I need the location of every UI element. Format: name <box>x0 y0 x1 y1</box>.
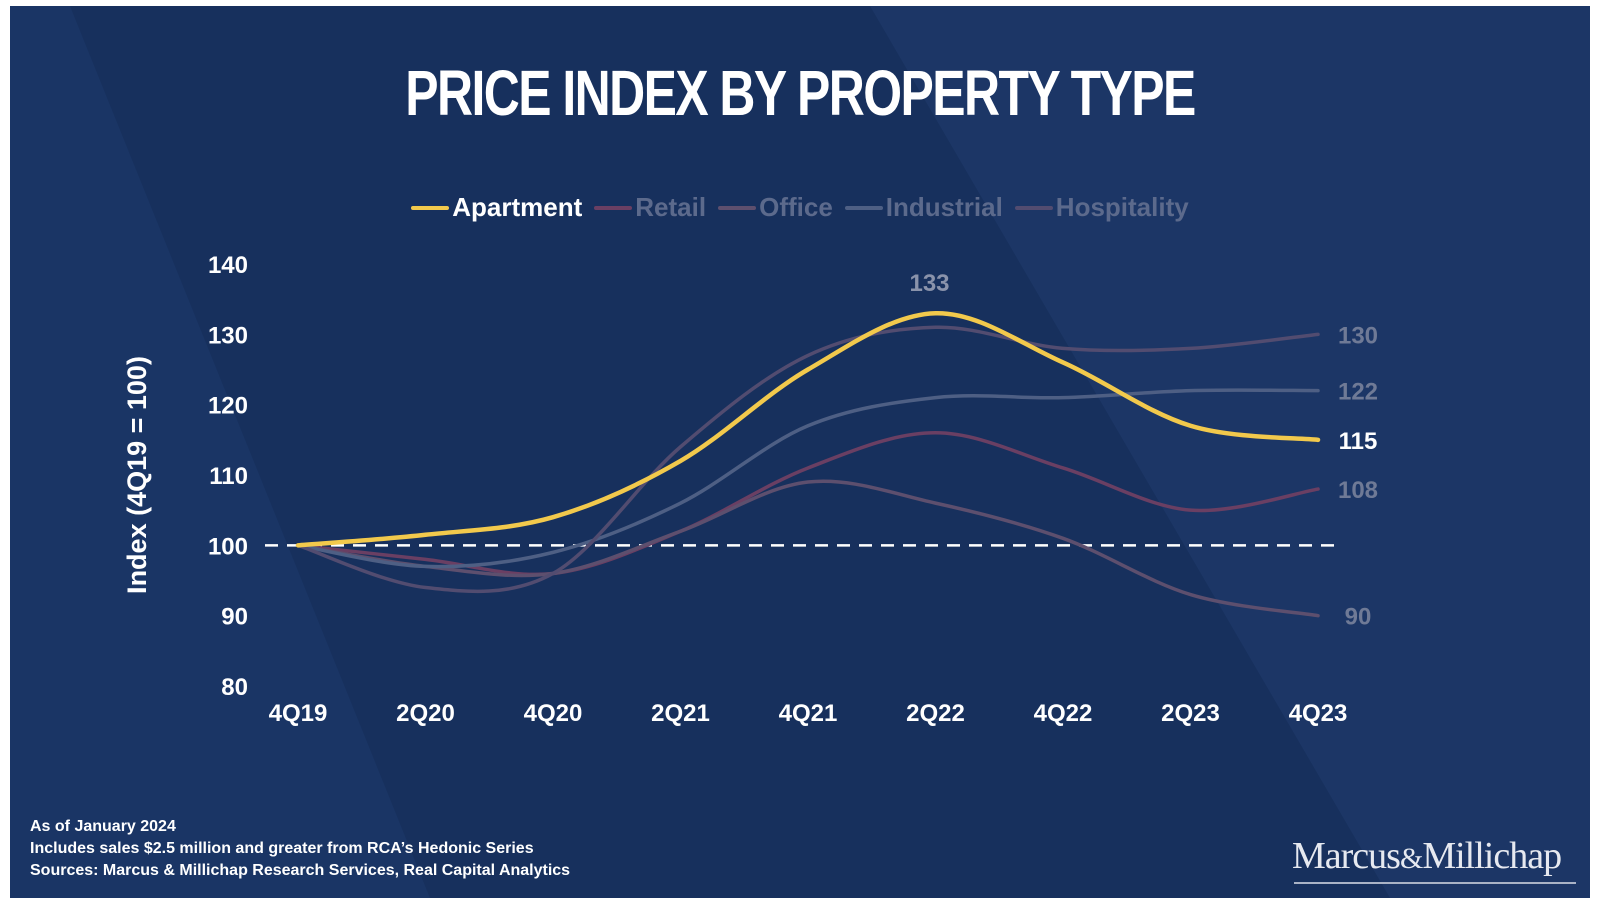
x-tick-label-4Q19: 4Q19 <box>269 700 328 727</box>
legend-label-hospitality: Hospitality <box>1055 192 1189 222</box>
x-tick-label-2Q22: 2Q22 <box>906 700 965 727</box>
y-tick-label-100: 100 <box>208 533 248 560</box>
legend-item-retail: Retail <box>594 192 706 223</box>
series-line-apartment <box>295 310 1321 548</box>
plot-area: Index (4Q19 = 100) 80 90 100 110 120 130 140 4Q1… <box>122 252 1378 727</box>
brand-logo-part1: Marcus <box>1292 835 1401 877</box>
legend-swatch-hospitality <box>1014 205 1053 210</box>
end-label-retail: 108 <box>1338 477 1378 504</box>
x-tick-label-2Q20: 2Q20 <box>396 700 455 727</box>
legend-swatch-industrial <box>844 205 883 210</box>
footnote-date: As of January 2024 <box>30 818 176 835</box>
series-line-office <box>296 479 1320 618</box>
x-tick-label-4Q21: 4Q21 <box>779 700 838 727</box>
brand-logo-underline <box>1294 882 1576 884</box>
x-tick-label-4Q22: 4Q22 <box>1034 700 1093 727</box>
y-axis-title: Index (4Q19 = 100) <box>122 356 152 594</box>
background-band-left <box>10 6 430 898</box>
series-line-hospitality <box>296 325 1320 594</box>
background-decoration <box>10 6 1590 898</box>
end-label-office: 90 <box>1345 604 1372 631</box>
legend-item-hospitality: Hospitality <box>1014 192 1189 223</box>
legend-swatch-retail <box>594 205 633 210</box>
brand-logo: Marcus&Millichap <box>1292 834 1562 878</box>
brand-logo-part2: Millichap <box>1422 835 1562 877</box>
x-tick-label-4Q20: 4Q20 <box>524 700 583 727</box>
legend-item-office: Office <box>718 192 833 223</box>
legend-label-retail: Retail <box>635 192 707 222</box>
series-line-retail <box>296 431 1320 577</box>
brand-logo-amp: & <box>1399 842 1423 875</box>
footnote-criteria: Includes sales $2.5 million and greater … <box>30 840 534 857</box>
chart-title: PRICE INDEX BY PROPERTY TYPE <box>405 57 1196 129</box>
x-tick-label-2Q21: 2Q21 <box>651 700 710 727</box>
legend-label-office: Office <box>759 192 833 222</box>
legend-swatch-apartment <box>411 205 450 210</box>
legend-item-industrial: Industrial <box>844 192 1003 223</box>
legend: Apartment Retail Office Industrial Hospitali… <box>10 192 1590 223</box>
x-tick-label-2Q23: 2Q23 <box>1161 700 1220 727</box>
legend-label-industrial: Industrial <box>885 192 1003 222</box>
slide: PRICE INDEX BY PROPERTY TYPE Apartment Re… <box>10 6 1590 898</box>
background-band-right <box>870 6 1590 898</box>
y-tick-label-110: 110 <box>209 463 248 490</box>
y-tick-label-120: 120 <box>208 393 248 420</box>
end-label-apartment: 115 <box>1339 428 1378 455</box>
legend-label-apartment: Apartment <box>452 192 583 222</box>
end-label-industrial: 122 <box>1338 379 1378 406</box>
series-line-industrial <box>296 388 1320 569</box>
footnote-sources: Sources: Marcus & Millichap Research Ser… <box>30 862 571 879</box>
y-tick-label-140: 140 <box>208 252 248 279</box>
legend-item-apartment: Apartment <box>411 192 582 223</box>
legend-swatch-office <box>718 205 757 210</box>
x-tick-label-4Q23: 4Q23 <box>1289 700 1348 727</box>
y-tick-label-130: 130 <box>208 322 248 349</box>
footnote: As of January 2024 Includes sales $2.5 m… <box>30 816 570 882</box>
end-label-hospitality: 130 <box>1338 322 1378 349</box>
y-tick-label-80: 80 <box>221 674 248 701</box>
peak-label-apartment: 133 <box>909 270 949 297</box>
y-tick-label-90: 90 <box>221 604 248 631</box>
